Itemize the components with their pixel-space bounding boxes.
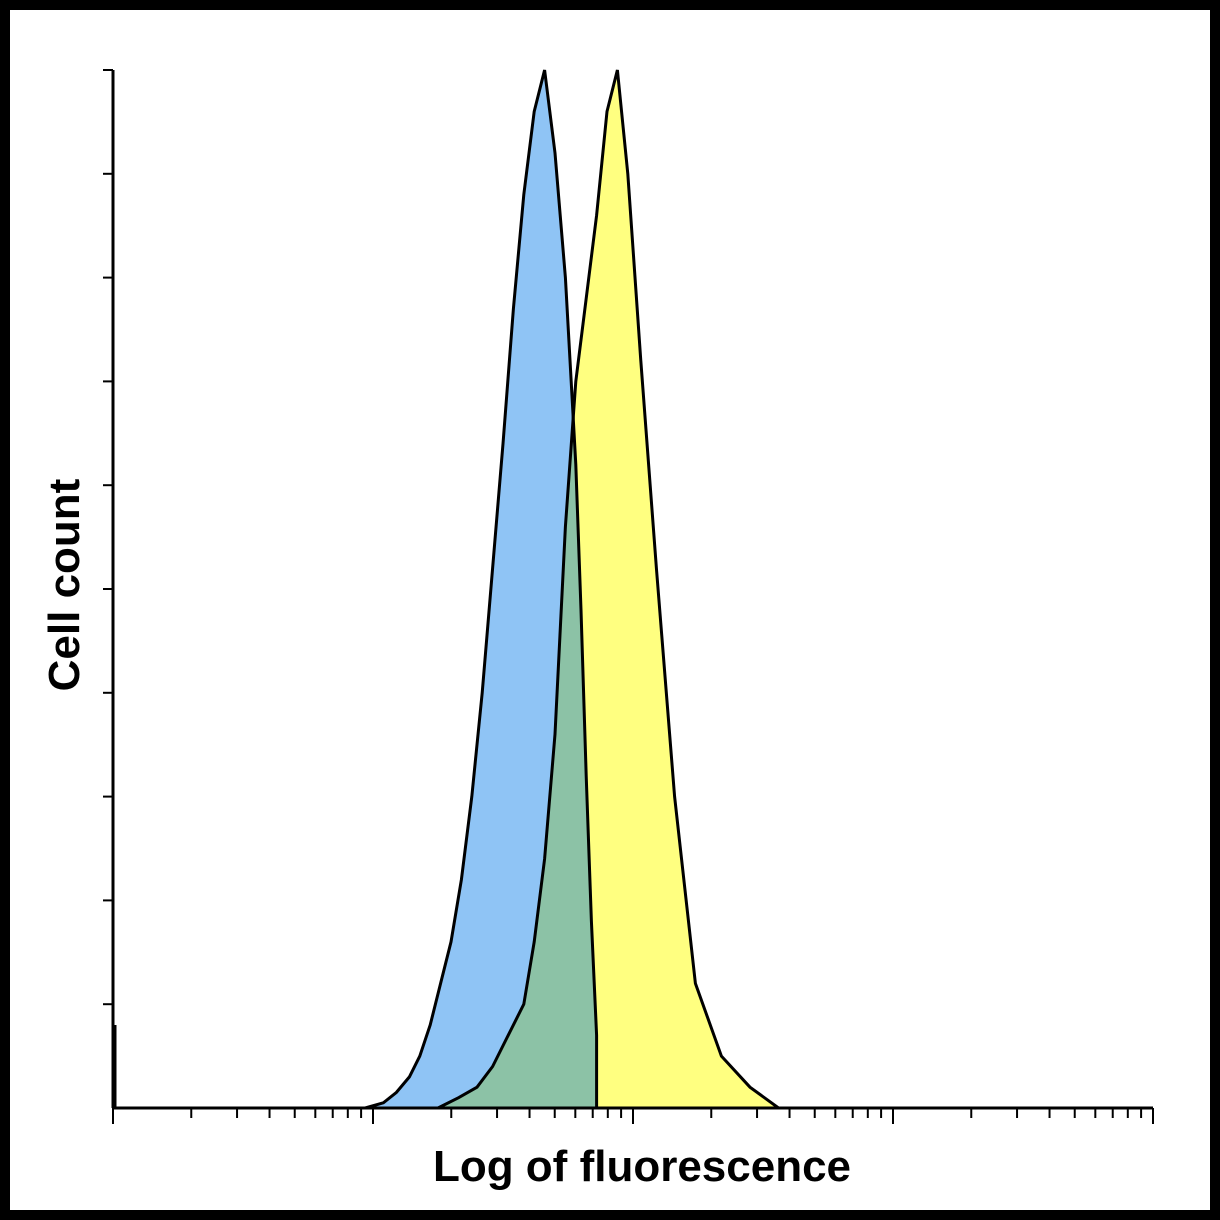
series-2-outline xyxy=(437,69,784,1110)
chart-frame: Log of fluorescence Cell count xyxy=(10,10,1210,1210)
series-1-outline xyxy=(364,69,599,1110)
series-1-area xyxy=(365,70,597,1108)
x-axis-label: Log of fluorescence xyxy=(432,1142,852,1191)
y-axis-label: Cell count xyxy=(40,478,89,692)
series-2-area xyxy=(438,70,779,1108)
histogram-plot xyxy=(103,69,1154,1124)
